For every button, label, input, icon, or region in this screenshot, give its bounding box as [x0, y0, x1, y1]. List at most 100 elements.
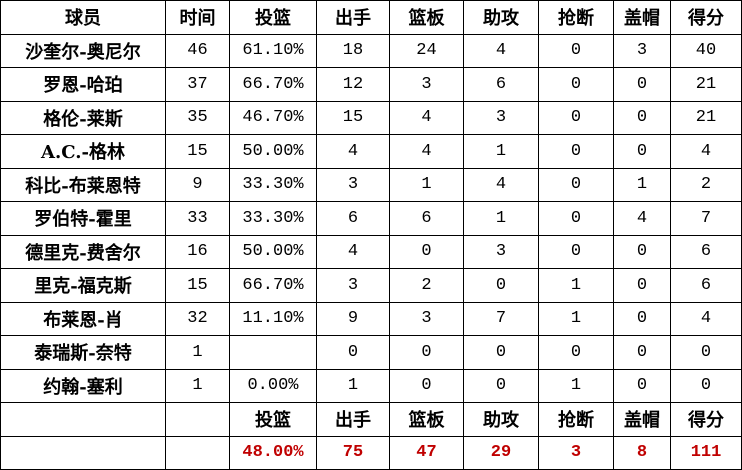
cell-5: 1 [463, 201, 539, 236]
cell-6: 1 [538, 368, 614, 403]
cell-2: 61.10% [229, 33, 317, 68]
cell-7: 盖帽 [613, 402, 671, 437]
cell-8: 4 [670, 134, 742, 169]
cell-3: 出手 [316, 402, 390, 437]
cell-2: 50.00% [229, 134, 317, 169]
cell-1: 1 [165, 335, 230, 370]
cell-8: 2 [670, 167, 742, 202]
cell-6: 1 [538, 268, 614, 303]
cell-7: 0 [613, 134, 671, 169]
cell-4: 3 [389, 67, 464, 102]
cell-1: 15 [165, 134, 230, 169]
cell-name: 里克-福克斯 [0, 268, 166, 303]
cell-5: 6 [463, 67, 539, 102]
cell-3: 1 [316, 368, 390, 403]
cell-4: 0 [389, 335, 464, 370]
cell-3: 12 [316, 67, 390, 102]
cell-4: 篮板 [389, 402, 464, 437]
cell-name: 球员 [0, 0, 166, 35]
cell-6: 0 [538, 67, 614, 102]
cell-6: 3 [538, 435, 614, 470]
cell-4: 3 [389, 301, 464, 336]
cell-1 [165, 402, 230, 437]
cell-8: 7 [670, 201, 742, 236]
cell-4: 47 [389, 435, 464, 470]
cell-4: 0 [389, 234, 464, 269]
cell-1: 时间 [165, 0, 230, 35]
table-row: A.C.-格林 15 50.00% 4 4 1 0 0 4 [0, 134, 742, 169]
cell-2: 50.00% [229, 234, 317, 269]
cell-6: 1 [538, 301, 614, 336]
cell-2: 66.70% [229, 67, 317, 102]
cell-4: 1 [389, 167, 464, 202]
table-row: 科比-布莱恩特 9 33.30% 3 1 4 0 1 2 [0, 167, 742, 202]
cell-3: 6 [316, 201, 390, 236]
cell-4: 0 [389, 368, 464, 403]
header-row: 球员 时间 投篮 出手 篮板 助攻 抢断 盖帽 得分 [0, 0, 742, 35]
cell-2 [229, 335, 317, 370]
cell-6: 0 [538, 335, 614, 370]
cell-5: 1 [463, 134, 539, 169]
cell-2: 66.70% [229, 268, 317, 303]
cell-4: 24 [389, 33, 464, 68]
table-row: 里克-福克斯 15 66.70% 3 2 0 1 0 6 [0, 268, 742, 303]
cell-3: 18 [316, 33, 390, 68]
cell-5: 4 [463, 167, 539, 202]
cell-7: 4 [613, 201, 671, 236]
cell-5: 助攻 [463, 0, 539, 35]
cell-1: 32 [165, 301, 230, 336]
cell-1: 37 [165, 67, 230, 102]
cell-name: 约翰-塞利 [0, 368, 166, 403]
cell-4: 4 [389, 100, 464, 135]
cell-5: 0 [463, 335, 539, 370]
cell-8: 6 [670, 268, 742, 303]
cell-1: 46 [165, 33, 230, 68]
cell-6: 0 [538, 134, 614, 169]
cell-7: 盖帽 [613, 0, 671, 35]
cell-5: 7 [463, 301, 539, 336]
cell-name [0, 402, 166, 437]
cell-8: 0 [670, 335, 742, 370]
cell-1: 35 [165, 100, 230, 135]
table-row: 布莱恩-肖 32 11.10% 9 3 7 1 0 4 [0, 301, 742, 336]
cell-2: 0.00% [229, 368, 317, 403]
cell-8: 40 [670, 33, 742, 68]
cell-5: 0 [463, 368, 539, 403]
cell-name [0, 435, 166, 470]
cell-5: 29 [463, 435, 539, 470]
cell-7: 0 [613, 234, 671, 269]
cell-6: 0 [538, 33, 614, 68]
cell-6: 抢断 [538, 0, 614, 35]
cell-4: 6 [389, 201, 464, 236]
cell-2: 11.10% [229, 301, 317, 336]
cell-3: 3 [316, 167, 390, 202]
cell-3: 出手 [316, 0, 390, 35]
cell-3: 4 [316, 134, 390, 169]
cell-5: 0 [463, 268, 539, 303]
cell-4: 篮板 [389, 0, 464, 35]
cell-name: 布莱恩-肖 [0, 301, 166, 336]
cell-2: 46.70% [229, 100, 317, 135]
cell-6: 0 [538, 100, 614, 135]
cell-name: A.C.-格林 [0, 134, 166, 169]
cell-8: 21 [670, 67, 742, 102]
cell-8: 21 [670, 100, 742, 135]
cell-8: 得分 [670, 402, 742, 437]
cell-2: 33.30% [229, 201, 317, 236]
table-row: 沙奎尔-奥尼尔 46 61.10% 18 24 4 0 3 40 [0, 33, 742, 68]
cell-3: 4 [316, 234, 390, 269]
cell-3: 9 [316, 301, 390, 336]
totals-row: 48.00% 75 47 29 3 8 111 [0, 435, 742, 470]
cell-8: 6 [670, 234, 742, 269]
cell-1: 1 [165, 368, 230, 403]
cell-5: 4 [463, 33, 539, 68]
cell-3: 15 [316, 100, 390, 135]
cell-7: 0 [613, 301, 671, 336]
cell-5: 助攻 [463, 402, 539, 437]
cell-6: 0 [538, 234, 614, 269]
cell-1: 33 [165, 201, 230, 236]
cell-3: 3 [316, 268, 390, 303]
cell-5: 3 [463, 100, 539, 135]
cell-1: 9 [165, 167, 230, 202]
